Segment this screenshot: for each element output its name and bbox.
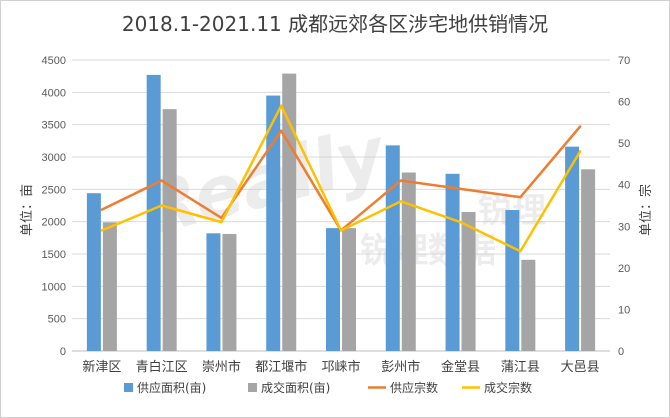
legend-swatch	[248, 383, 257, 392]
legend-label: 成交宗数	[484, 380, 532, 395]
bar-deal-area	[222, 233, 237, 351]
bar-supply-area	[565, 146, 580, 351]
left-tick-label: 2500	[42, 184, 66, 196]
bar-supply-area	[326, 228, 340, 351]
right-tick-label: 40	[618, 180, 630, 192]
category-label: 邛崃市	[321, 359, 360, 375]
bar-supply-area	[385, 145, 400, 351]
line-series	[100, 104, 582, 253]
bar-series	[86, 73, 596, 351]
left-tick-label: 1000	[42, 281, 66, 293]
left-tick-label: 3000	[42, 152, 66, 164]
category-label: 新津区	[82, 359, 121, 375]
right-tick-label: 0	[618, 346, 624, 358]
chart-title: 2018.1-2021.11 成都远郊各区涉宅地供销情况	[122, 12, 548, 36]
category-label: 青白江区	[136, 359, 188, 375]
bar-deal-area	[102, 222, 117, 351]
bar-supply-area	[86, 193, 101, 351]
gridlines	[72, 59, 610, 352]
right-tick-label: 10	[618, 304, 630, 316]
legend: 供应面积(亩) 成交面积(亩) 供应宗数 成交宗数	[124, 380, 532, 395]
category-label: 蒲江县	[501, 360, 540, 375]
line-deal-count	[100, 104, 582, 253]
watermark-sub: 锐理数据	[360, 231, 496, 271]
category-label: 金堂县	[441, 359, 480, 375]
legend-label: 供应宗数	[390, 380, 438, 395]
category-label: 都江堰市	[255, 359, 307, 375]
bar-deal-area	[401, 172, 416, 351]
legend-label: 供应面积(亩)	[137, 380, 206, 395]
bar-supply-area	[206, 233, 221, 351]
left-axis-ticks: 0 500 1000 1500 2000 2500 3000 3500 4000 4500	[42, 55, 66, 358]
right-tick-label: 30	[618, 221, 630, 233]
bar-deal-area	[521, 259, 536, 351]
legend-label: 成交面积(亩)	[261, 380, 330, 395]
bar-deal-area	[282, 73, 297, 351]
legend-swatch	[124, 383, 133, 392]
category-labels: 新津区 青白江区 崇州市 都江堰市 邛崃市 彭州市 金堂县 蒲江县 大邑县	[82, 359, 599, 375]
right-tick-label: 20	[618, 263, 630, 275]
right-axis-title: 单位：宗	[638, 184, 654, 236]
left-tick-label: 2000	[42, 217, 66, 229]
left-tick-label: 0	[60, 346, 66, 358]
left-tick-label: 1500	[42, 249, 66, 261]
bar-deal-area	[342, 228, 356, 351]
right-tick-label: 70	[618, 55, 630, 67]
right-tick-label: 60	[618, 97, 630, 109]
bar-supply-area	[445, 173, 460, 351]
left-tick-label: 4000	[42, 87, 66, 99]
left-tick-label: 500	[48, 314, 66, 326]
left-tick-label: 3500	[42, 120, 66, 132]
left-tick-label: 4500	[42, 55, 66, 67]
bar-supply-area	[505, 210, 520, 351]
bar-deal-area	[162, 109, 177, 351]
right-tick-label: 50	[618, 138, 630, 150]
bar-deal-area	[581, 169, 596, 351]
bar-deal-area	[461, 211, 476, 351]
category-label: 大邑县	[561, 360, 600, 375]
category-label: 彭州市	[381, 359, 420, 375]
bar-supply-area	[266, 95, 281, 351]
category-label: 崇州市	[202, 359, 241, 375]
right-axis-ticks: 0 10 20 30 40 50 60 70	[618, 55, 630, 358]
bar-supply-area	[146, 74, 161, 351]
left-axis-title: 单位：亩	[19, 184, 35, 236]
